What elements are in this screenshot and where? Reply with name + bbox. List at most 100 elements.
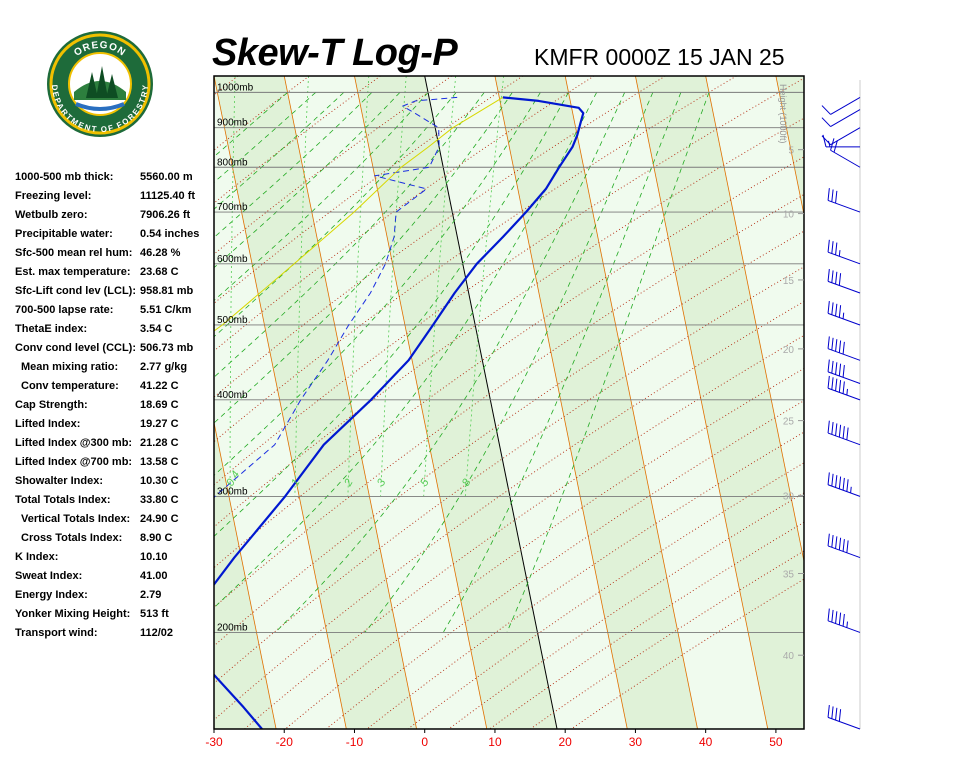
wind-barb-flag xyxy=(827,420,830,434)
wind-barb-staff xyxy=(830,127,861,146)
index-label: Sfc-500 mean rel hum: xyxy=(15,247,133,259)
isotherm-line xyxy=(214,420,277,729)
wind-barb-staff xyxy=(827,620,861,633)
wind-barb-flag xyxy=(835,423,838,436)
isotherm-band xyxy=(916,76,960,729)
index-row: Cap Strength: 18.69 C xyxy=(15,396,215,415)
height-tick-label: 20 xyxy=(783,345,795,356)
isotherm-band xyxy=(0,76,65,729)
index-label: Vertical Totals Index: xyxy=(21,513,131,525)
index-label: Wetbulb zero: xyxy=(15,209,88,221)
index-row: Energy Index: 2.79 xyxy=(15,586,215,605)
wind-barb-flag xyxy=(831,377,834,390)
wind-barb-half-flag xyxy=(842,312,845,319)
index-value: 8.90 C xyxy=(140,532,173,544)
index-value: 7906.26 ft xyxy=(140,209,191,221)
height-axis-label: Height (1000ft) xyxy=(778,84,788,144)
index-row: Transport wind: 112/02 xyxy=(15,624,215,643)
pressure-label: 300mb xyxy=(217,486,248,497)
index-row: Est. max temperature: 23.68 C xyxy=(15,263,215,282)
wind-barb-flag xyxy=(838,379,842,393)
isotherm-band xyxy=(424,76,628,729)
index-value: 10.10 xyxy=(140,551,168,563)
index-label: Sweat Index: xyxy=(15,570,83,582)
wind-barb-flag xyxy=(835,378,838,392)
isotherm-line xyxy=(635,76,769,729)
isotherm-band xyxy=(846,76,960,729)
isotherm-line xyxy=(705,76,804,564)
wind-barb-flag xyxy=(831,609,834,623)
wind-barb-flag xyxy=(842,364,845,378)
wind-barb-flag xyxy=(842,341,845,355)
wind-barb xyxy=(827,420,861,446)
wind-barb-flag xyxy=(827,375,830,389)
pressure-label: 500mb xyxy=(217,315,248,326)
wind-barb-flag xyxy=(846,427,849,440)
wind-barb-flag xyxy=(835,271,838,285)
index-row: Wetbulb zero: 7906.26 ft xyxy=(15,206,215,225)
index-row: Sfc-Lift cond lev (LCL): 958.81 mb xyxy=(15,282,215,301)
wind-barb xyxy=(827,705,861,730)
index-value: 23.68 C xyxy=(140,266,179,278)
index-row: 1000-500 mb thick: 5560.00 m xyxy=(15,168,215,187)
wind-barb-flag xyxy=(846,479,849,492)
index-value: 13.58 C xyxy=(140,456,179,468)
index-label: 1000-500 mb thick: xyxy=(15,171,114,183)
wind-barb-flag xyxy=(835,475,838,488)
wind-barb-staff xyxy=(827,199,861,213)
index-label: Cross Totals Index: xyxy=(21,532,123,544)
x-tick-label: 40 xyxy=(699,735,713,749)
pressure-label: 400mb xyxy=(217,390,248,401)
isotherm-band xyxy=(3,76,206,729)
dewpoint-trace xyxy=(214,96,458,499)
wind-barb-staff xyxy=(827,484,861,497)
wind-barb-staff xyxy=(827,251,861,265)
wind-barb-flag xyxy=(833,140,838,153)
wind-barb-flag xyxy=(842,613,845,627)
temperature-trace xyxy=(214,96,585,729)
height-tick-label: 40 xyxy=(783,651,795,662)
index-value: 46.28 % xyxy=(140,247,181,259)
index-row: Conv cond level (CCL): 506.73 mb xyxy=(15,339,215,358)
wind-barb-flag xyxy=(835,303,838,317)
wind-barb-flag xyxy=(822,134,827,148)
wind-barb-half-flag xyxy=(850,486,852,494)
stability-indices-panel: 1000-500 mb thick: 5560.00 m Freezing leve… xyxy=(15,168,215,643)
plot-frame xyxy=(213,75,805,730)
wind-barb-flag xyxy=(827,533,830,547)
index-row: ThetaE index: 3.54 C xyxy=(15,320,215,339)
wind-barb xyxy=(827,239,861,265)
isotherm-band xyxy=(214,76,417,729)
isotherm-line xyxy=(0,76,65,729)
wind-barb xyxy=(827,300,861,326)
index-row: K Index: 10.10 xyxy=(15,548,215,567)
index-label: Cap Strength: xyxy=(15,399,88,411)
isotherm-band xyxy=(565,76,768,729)
x-tick-label: 0 xyxy=(421,735,428,749)
wind-barb-flag xyxy=(835,611,838,624)
isotherm-line xyxy=(354,76,488,729)
wind-barb-flag xyxy=(835,190,838,204)
wind-barb-flag xyxy=(838,709,842,722)
wind-barb-flag xyxy=(830,138,835,151)
wind-barb-half-flag xyxy=(838,250,841,257)
oregon-department-of-forestry-logo: OREGON DEPARTMENT OF FORESTRY xyxy=(47,31,153,137)
isotherm-band xyxy=(284,76,487,729)
index-value: 958.81 mb xyxy=(140,285,194,297)
isotherm-band xyxy=(495,76,698,729)
wind-barb xyxy=(827,188,861,213)
index-value: 0.54 inches xyxy=(140,228,200,240)
wind-barb-flag xyxy=(838,340,842,353)
parcel-trace xyxy=(214,96,504,332)
x-tick-label: -30 xyxy=(205,735,223,749)
index-label: Yonker Mixing Height: xyxy=(15,608,131,620)
index-row: 700-500 lapse rate: 5.51 C/km xyxy=(15,301,215,320)
index-label: Lifted Index @700 mb: xyxy=(15,456,133,468)
wind-barb-flag xyxy=(827,608,830,621)
wind-barb-flag xyxy=(831,360,834,374)
index-row: Vertical Totals Index: 24.90 C xyxy=(15,510,215,529)
index-label: Lifted Index: xyxy=(15,418,81,430)
index-label: Est. max temperature: xyxy=(15,266,131,278)
wind-barb xyxy=(830,138,861,168)
